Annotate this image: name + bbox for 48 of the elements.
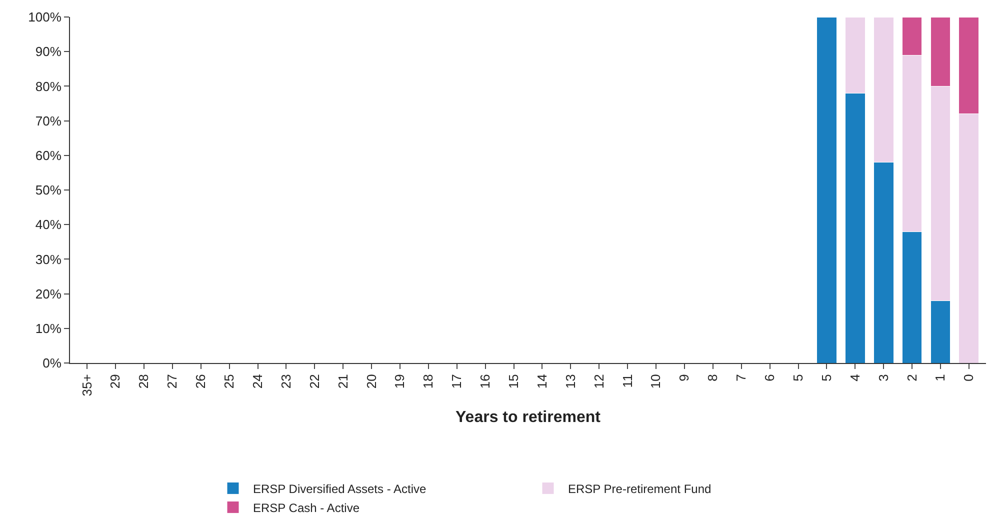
x-tick-label: 35+ [79,374,94,396]
legend-label: ERSP Pre-retirement Fund [568,482,712,496]
x-tick-label: 2 [904,374,920,382]
x-tick-label: 29 [108,374,123,389]
y-tick-label: 70% [35,113,62,128]
y-tick-label: 10% [35,320,62,336]
x-tick-label: 12 [591,374,606,389]
legend-label: ERSP Diversified Assets - Active [253,482,426,496]
x-tick-label: 28 [136,374,152,389]
y-tick-label: 60% [35,148,62,163]
x-tick-label: 6 [762,374,778,382]
x-tick-label: 4 [847,374,862,382]
x-tick-label: 1 [932,374,948,382]
y-tick-label: 90% [35,44,62,60]
x-tick-label: 23 [278,374,294,389]
x-tick-label: 7 [734,374,749,382]
x-tick-label: 19 [392,374,408,389]
x-tick-label: 24 [250,374,265,389]
legend-label: ERSP Cash - Active [253,500,360,515]
x-tick-label: 11 [620,374,635,388]
x-tick-label: 25 [222,374,237,389]
x-tick-label: 27 [164,374,180,389]
x-tick-label: 21 [335,374,350,389]
x-tick-label: 5 [818,374,834,382]
x-tick-label: 18 [420,374,436,389]
x-tick-label: 10 [648,374,664,389]
y-tick-label: 40% [35,217,62,232]
x-tick-label: 13 [562,374,578,389]
x-tick-label: 9 [676,374,692,382]
x-tick-label: 8 [705,374,720,382]
x-tick-label: 16 [478,374,493,389]
y-tick-label: 80% [35,78,62,94]
x-tick-label: 17 [449,374,464,389]
x-axis-title: Years to retirement [456,408,602,426]
x-tick-label: 15 [506,374,522,389]
y-tick-label: 30% [35,252,62,267]
x-tick-label: 22 [306,374,322,389]
y-tick-label: 0% [42,356,62,371]
y-tick-label: 20% [35,286,62,302]
bar [816,17,837,363]
y-tick-label: 50% [35,182,62,198]
x-tick-label: 5 [790,374,806,382]
x-tick-label: 26 [193,374,208,389]
y-tick-label: 100% [28,10,62,25]
x-tick-label: 14 [534,374,550,389]
x-tick-label: 0 [961,374,976,382]
x-tick-label: 3 [876,374,891,382]
x-tick-label: 20 [364,374,379,389]
